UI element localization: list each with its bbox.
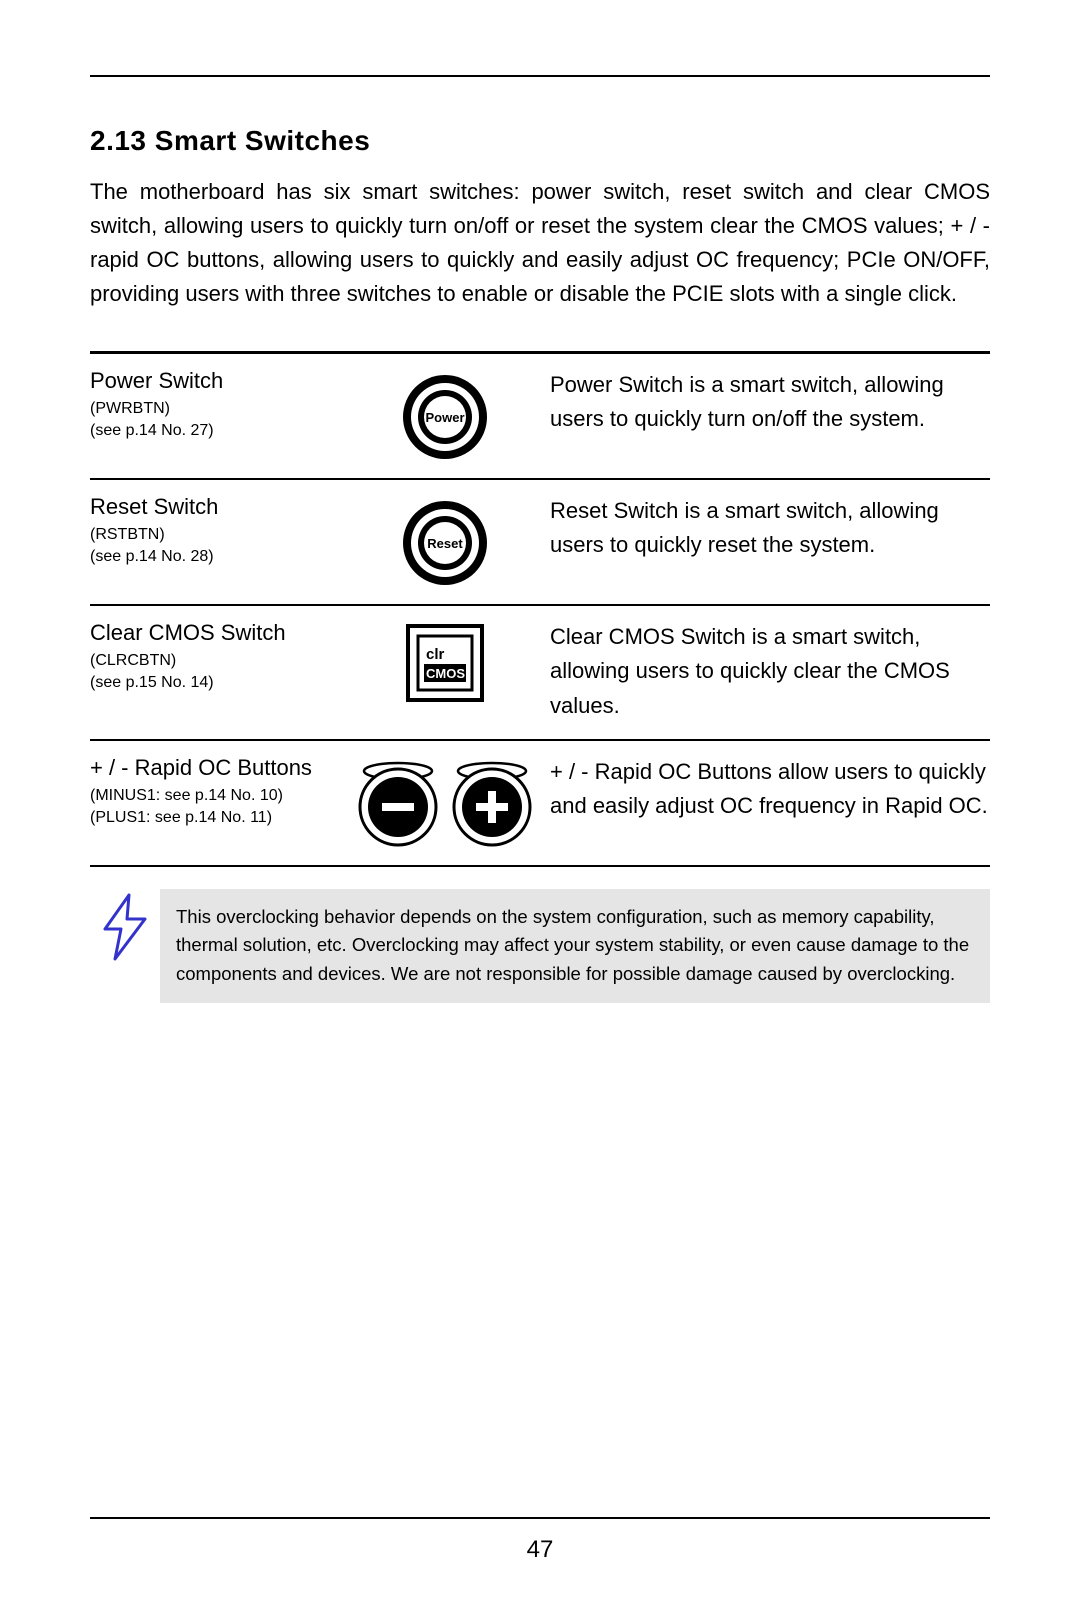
switch-table: Power Switch (PWRBTN) (see p.14 No. 27) …	[90, 351, 990, 866]
reset-button-label: Reset	[427, 536, 463, 551]
switch-left-cell: Clear CMOS Switch (CLRCBTN) (see p.15 No…	[90, 620, 340, 692]
switch-name: Reset Switch	[90, 494, 340, 520]
page-number: 47	[0, 1536, 1080, 1564]
switch-left-cell: Power Switch (PWRBTN) (see p.14 No. 27)	[90, 368, 340, 440]
switch-name: Power Switch	[90, 368, 340, 394]
switch-desc: Power Switch is a smart switch, allowing…	[550, 368, 990, 436]
switch-code: (PWRBTN)	[90, 400, 340, 418]
table-row: Reset Switch (RSTBTN) (see p.14 No. 28) …	[90, 480, 990, 606]
switch-ref: (see p.14 No. 27)	[90, 422, 340, 440]
section-title: 2.13 Smart Switches	[90, 125, 990, 157]
table-row: Clear CMOS Switch (CLRCBTN) (see p.15 No…	[90, 606, 990, 740]
warning-block: This overclocking behavior depends on th…	[90, 889, 990, 1003]
cmos-label-bottom: CMOS	[426, 666, 465, 681]
plus-minus-icon	[350, 759, 540, 849]
switch-code: (MINUS1: see p.14 No. 10)	[90, 787, 340, 805]
table-row: Power Switch (PWRBTN) (see p.14 No. 27) …	[90, 354, 990, 480]
switch-name: + / - Rapid OC Buttons	[90, 755, 340, 781]
switch-icon-cell	[340, 755, 550, 849]
switch-desc: Clear CMOS Switch is a smart switch, all…	[550, 620, 990, 722]
manual-page: 2.13 Smart Switches The motherboard has …	[0, 0, 1080, 1619]
cmos-button-icon: clr CMOS	[406, 624, 484, 702]
table-row: + / - Rapid OC Buttons (MINUS1: see p.14…	[90, 741, 990, 867]
section-intro: The motherboard has six smart switches: …	[90, 175, 990, 311]
warning-icon-cell	[90, 889, 160, 961]
switch-ref: (PLUS1: see p.14 No. 11)	[90, 809, 340, 827]
power-button-icon: Power	[400, 372, 490, 462]
switch-code: (CLRCBTN)	[90, 652, 340, 670]
switch-desc: Reset Switch is a smart switch, allowing…	[550, 494, 990, 562]
cmos-label-top: clr	[426, 646, 445, 663]
switch-icon-cell: clr CMOS	[340, 620, 550, 702]
switch-name: Clear CMOS Switch	[90, 620, 340, 646]
switch-left-cell: Reset Switch (RSTBTN) (see p.14 No. 28)	[90, 494, 340, 566]
switch-icon-cell: Power	[340, 368, 550, 462]
switch-icon-cell: Reset	[340, 494, 550, 588]
switch-left-cell: + / - Rapid OC Buttons (MINUS1: see p.14…	[90, 755, 340, 827]
switch-ref: (see p.15 No. 14)	[90, 674, 340, 692]
switch-ref: (see p.14 No. 28)	[90, 548, 340, 566]
reset-button-icon: Reset	[400, 498, 490, 588]
power-button-label: Power	[425, 410, 464, 425]
top-rule	[90, 75, 990, 77]
lightning-bolt-icon	[97, 893, 153, 961]
switch-desc: + / - Rapid OC Buttons allow users to qu…	[550, 755, 990, 823]
bottom-rule	[90, 1517, 990, 1519]
warning-text: This overclocking behavior depends on th…	[160, 889, 990, 1003]
switch-code: (RSTBTN)	[90, 526, 340, 544]
